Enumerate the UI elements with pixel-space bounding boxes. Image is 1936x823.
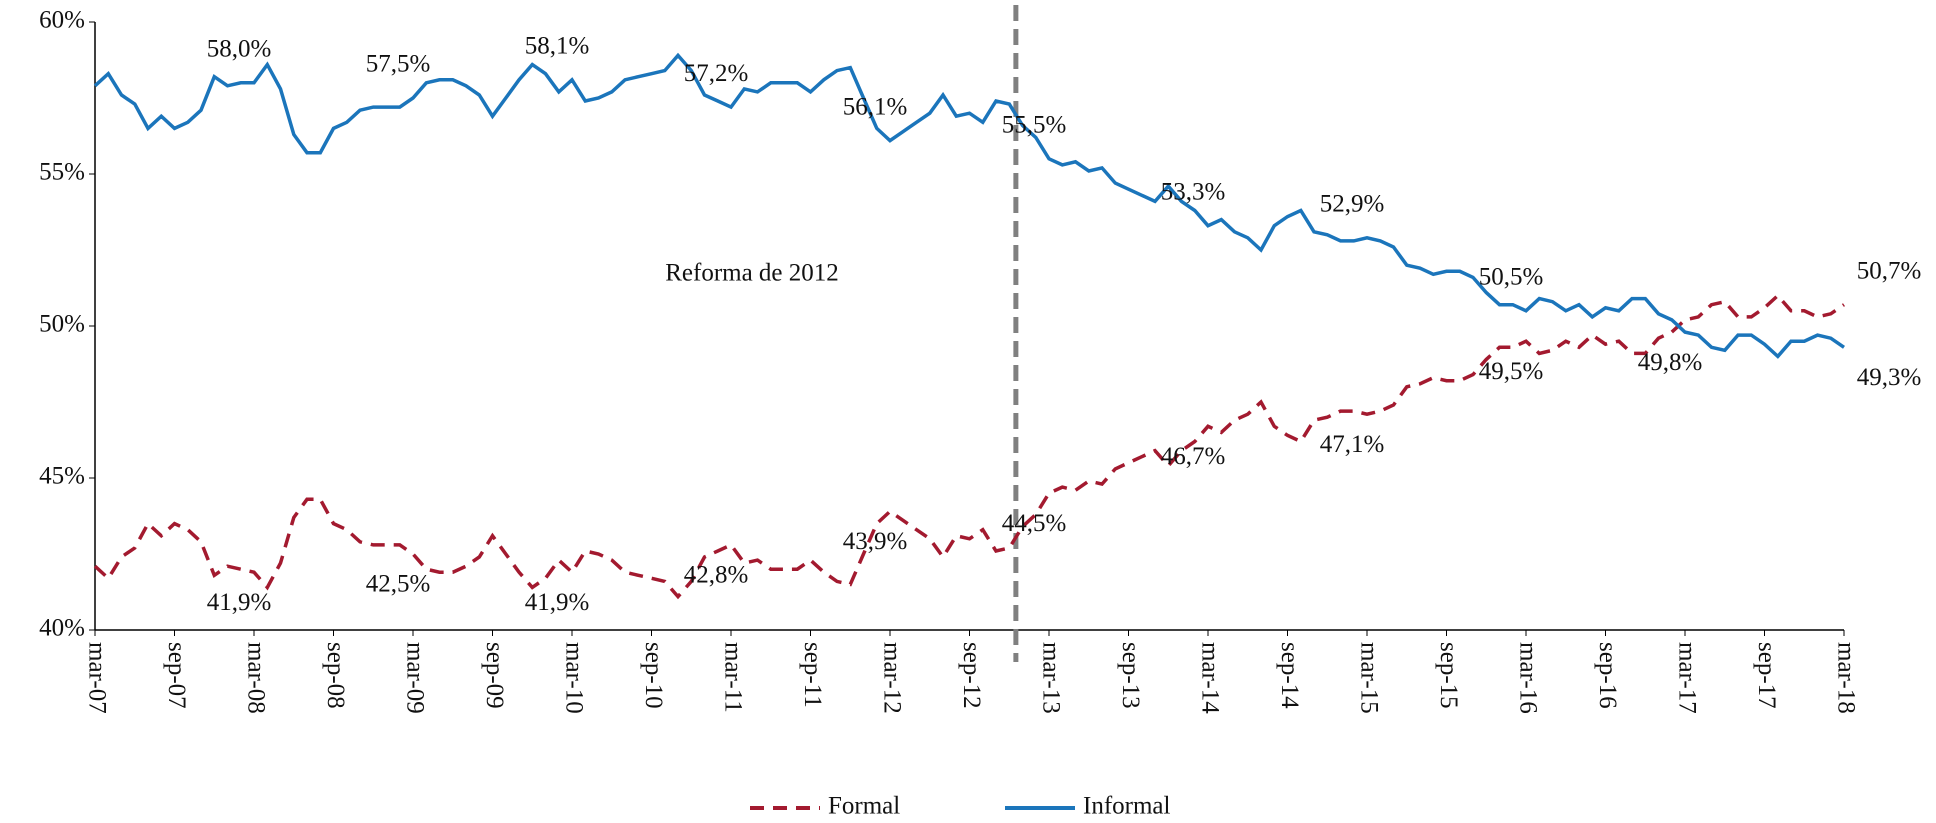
data-label: 49,5%	[1479, 358, 1544, 385]
y-tick-label: 50%	[39, 311, 85, 338]
data-label: 57,2%	[684, 60, 749, 87]
data-label: 49,8%	[1638, 349, 1703, 376]
y-tick-label: 55%	[39, 159, 85, 186]
x-tick-label: mar-14	[1196, 642, 1223, 714]
x-tick-label: sep-15	[1435, 642, 1462, 709]
data-label: 55,5%	[1002, 112, 1067, 139]
x-tick-label: mar-07	[83, 642, 110, 714]
y-tick-label: 45%	[39, 463, 85, 490]
x-tick-label: mar-09	[401, 642, 428, 714]
data-label: 42,8%	[684, 562, 749, 589]
x-tick-label: mar-17	[1673, 642, 1700, 714]
data-label: 41,9%	[525, 589, 590, 616]
data-label: 53,3%	[1161, 178, 1226, 205]
x-tick-label: sep-08	[322, 642, 349, 709]
data-label: 58,0%	[207, 36, 272, 63]
x-tick-label: sep-13	[1117, 642, 1144, 709]
x-tick-label: mar-11	[719, 642, 746, 713]
legend-label: Informal	[1083, 793, 1171, 820]
x-tick-label: sep-17	[1753, 642, 1780, 709]
x-tick-label: sep-09	[481, 642, 508, 709]
data-label: 58,1%	[525, 32, 590, 59]
x-tick-label: sep-14	[1276, 642, 1303, 709]
data-label: 52,9%	[1320, 191, 1385, 218]
data-label: 49,3%	[1857, 364, 1922, 391]
x-tick-label: mar-12	[878, 642, 905, 714]
y-tick-label: 40%	[39, 615, 85, 642]
x-tick-label: mar-18	[1832, 642, 1859, 714]
data-label: 42,5%	[366, 571, 431, 598]
x-tick-label: mar-13	[1037, 642, 1064, 714]
x-tick-label: mar-16	[1514, 642, 1541, 714]
data-label: 47,1%	[1320, 431, 1385, 458]
x-tick-label: mar-08	[242, 642, 269, 714]
reform-label: Reforma de 2012	[665, 260, 839, 287]
series-line	[93, 293, 1845, 600]
x-tick-label: sep-07	[163, 642, 190, 709]
data-label: 57,5%	[366, 51, 431, 78]
data-label: 56,1%	[843, 93, 908, 120]
data-label: 50,5%	[1479, 264, 1544, 291]
y-tick-label: 60%	[39, 7, 85, 34]
x-tick-label: sep-11	[799, 642, 826, 708]
x-tick-label: sep-16	[1594, 642, 1621, 709]
legend-label: Formal	[828, 793, 900, 820]
data-label: 46,7%	[1161, 443, 1226, 470]
data-label: 50,7%	[1857, 257, 1922, 284]
x-tick-label: sep-12	[958, 642, 985, 709]
data-label: 43,9%	[843, 528, 908, 555]
x-tick-label: mar-10	[560, 642, 587, 714]
series-line	[93, 52, 1845, 359]
data-label: 44,5%	[1002, 510, 1067, 537]
x-tick-label: mar-15	[1355, 642, 1382, 714]
x-tick-label: sep-10	[640, 642, 667, 709]
data-label: 41,9%	[207, 589, 272, 616]
